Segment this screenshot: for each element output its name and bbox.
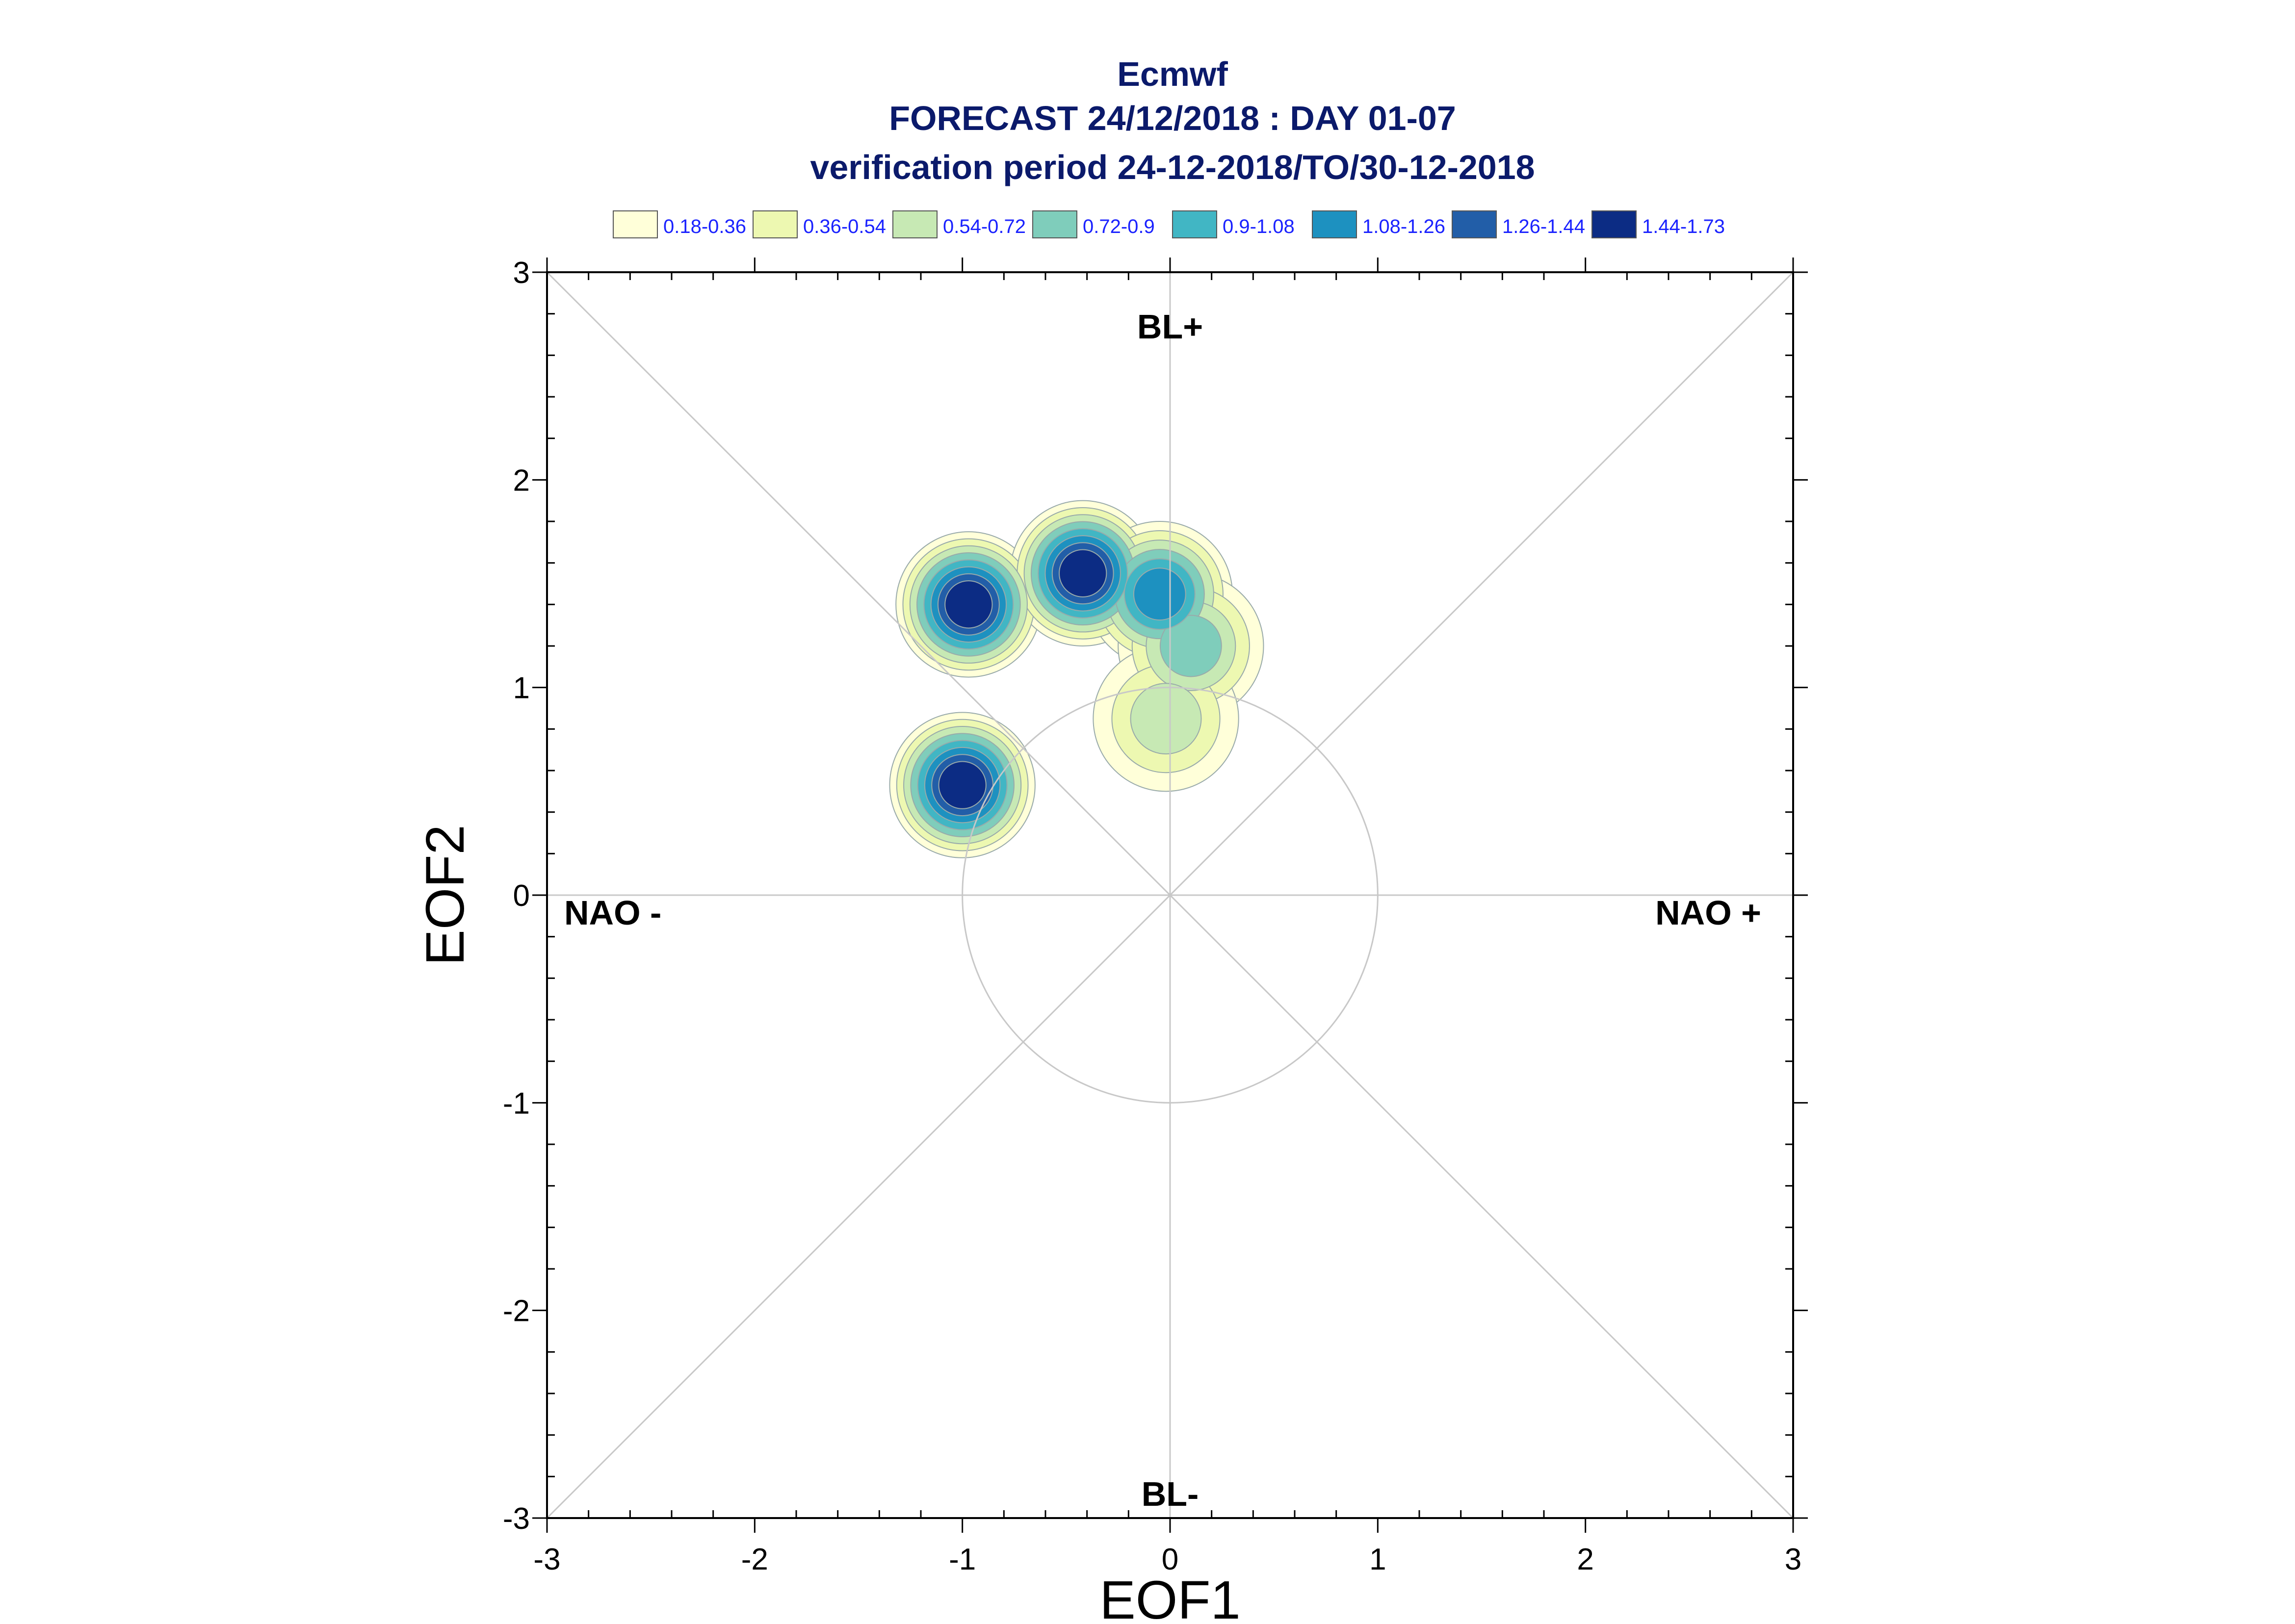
legend-label: 0.72-0.9 xyxy=(1083,216,1155,237)
x-tick-label: -1 xyxy=(949,1543,976,1576)
density-contour xyxy=(1059,549,1107,597)
density-contour xyxy=(1130,683,1202,755)
chart-title: Ecmwf xyxy=(1117,55,1228,93)
x-tick-label: -3 xyxy=(533,1543,560,1576)
y-axis-title: EOF2 xyxy=(415,825,475,965)
regime-label-right: NAO + xyxy=(1655,894,1761,932)
y-tick-label: -2 xyxy=(503,1294,530,1328)
density-contour xyxy=(1133,567,1186,621)
legend-label: 0.36-0.54 xyxy=(803,216,886,237)
y-tick-label: 0 xyxy=(513,879,530,913)
guide-lines xyxy=(546,271,1794,1519)
x-tick-label: 3 xyxy=(1785,1543,1801,1576)
x-tick-label: 0 xyxy=(1162,1543,1178,1576)
regime-label-top: BL+ xyxy=(1137,308,1203,346)
legend-swatch xyxy=(1312,210,1357,238)
legend-label: 1.26-1.44 xyxy=(1502,216,1585,237)
y-tick-label: -3 xyxy=(503,1502,530,1536)
regime-label-bottom: BL- xyxy=(1142,1475,1199,1513)
legend-label: 1.44-1.73 xyxy=(1642,216,1725,237)
regime-label-left: NAO - xyxy=(564,894,661,932)
axis-ticks: -3 -2 -1 0 1 2 3 -3 -2 -1 0 1 2 3 xyxy=(503,256,1808,1576)
legend-swatch xyxy=(613,210,658,238)
chart-subtitle-verification: verification period 24-12-2018/TO/30-12-… xyxy=(810,148,1535,186)
density-contours xyxy=(889,500,1264,858)
x-tick-label: -2 xyxy=(741,1543,768,1576)
y-tick-label: 1 xyxy=(513,671,530,705)
reference-circle xyxy=(962,687,1379,1104)
plot-area: -3 -2 -1 0 1 2 3 -3 -2 -1 0 1 2 3 xyxy=(503,256,1808,1576)
y-tick-label: 3 xyxy=(513,256,530,290)
x-tick-label: 2 xyxy=(1577,1543,1593,1576)
density-contour xyxy=(938,761,987,809)
x-axis-title: EOF1 xyxy=(1099,1570,1240,1624)
legend-label: 0.9-1.08 xyxy=(1223,216,1295,237)
legend-swatch xyxy=(1591,210,1637,238)
legend-swatch xyxy=(1032,210,1077,238)
legend-label: 0.54-0.72 xyxy=(943,216,1026,237)
legend-swatch xyxy=(1452,210,1497,238)
x-tick-label: 1 xyxy=(1369,1543,1386,1576)
legend-swatch xyxy=(892,210,938,238)
legend-swatch xyxy=(753,210,798,238)
legend-label: 1.08-1.26 xyxy=(1362,216,1445,237)
y-tick-label: -1 xyxy=(503,1086,530,1120)
y-tick-label: 2 xyxy=(513,464,530,497)
density-contour xyxy=(944,580,993,629)
legend: 0.18-0.36 0.36-0.54 0.54-0.72 0.72-0.9 0.9-1… xyxy=(613,210,1725,238)
legend-swatch xyxy=(1172,210,1217,238)
chart-subtitle-forecast: FORECAST 24/12/2018 : DAY 01-07 xyxy=(889,99,1456,137)
legend-label: 0.18-0.36 xyxy=(663,216,746,237)
density-contour xyxy=(1159,615,1222,677)
